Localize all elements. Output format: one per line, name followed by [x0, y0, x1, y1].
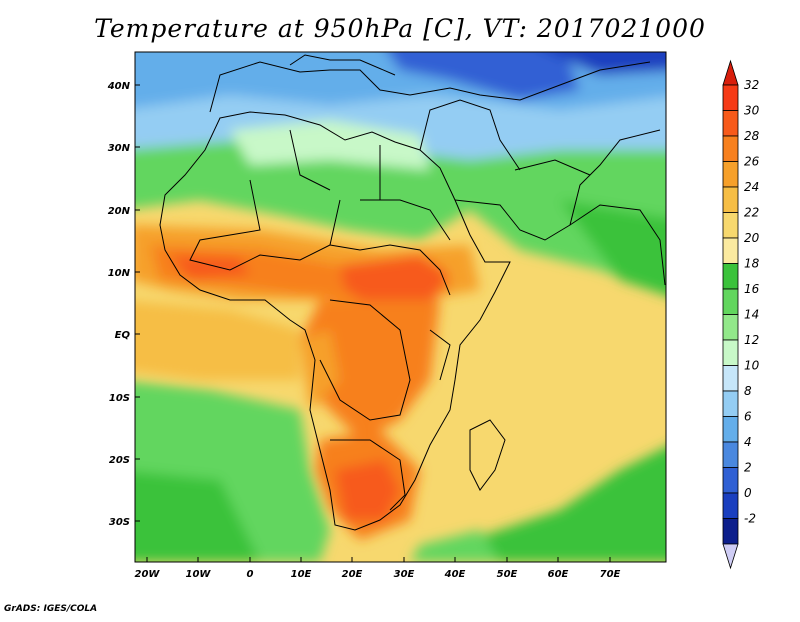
colorbar-swatch [722, 186, 739, 213]
coastlines [159, 54, 666, 531]
colorbar-swatch [722, 263, 739, 290]
colorbar-label: 24 [744, 180, 759, 194]
lon-label: 60E [548, 569, 569, 580]
grads-credit: GrADS: IGES/COLA [4, 604, 98, 614]
colorbar-label: 18 [744, 257, 760, 271]
lon-label: 10W [186, 569, 212, 580]
colorbar-label: 12 [744, 333, 759, 347]
colorbar-swatch [722, 467, 739, 494]
lon-label: 30E [394, 569, 415, 580]
colorbar-swatch [722, 390, 739, 417]
lat-label: 10S [109, 393, 130, 404]
colorbar-swatch [722, 84, 739, 111]
colorbar-bottom-arrow [722, 543, 739, 570]
colorbar-label: 4 [744, 435, 752, 449]
colorbar-swatch [722, 161, 739, 188]
lon-label: 0 [247, 569, 254, 580]
lon-label: 50E [497, 569, 518, 580]
lat-label: 30S [109, 517, 130, 528]
map-title: Temperature at 950hPa [C], VT: 201702100… [94, 14, 706, 43]
colorbar-swatch [722, 212, 739, 239]
colorbar-swatch [722, 110, 739, 137]
colorbar-swatch [722, 314, 739, 341]
colorbar-swatch [722, 441, 739, 468]
colorbar-swatch [722, 288, 739, 315]
lon-label: 70E [600, 569, 621, 580]
lat-label: 20N [108, 206, 131, 217]
map-frame [134, 51, 667, 563]
lon-label: 20E [342, 569, 363, 580]
lon-label: 40E [444, 569, 466, 580]
colorbar-swatch [722, 237, 739, 264]
latitude-axis: 40N 30N 20N 10N EQ 10S 20S 30S [107, 81, 140, 528]
lon-label: 20W [135, 569, 161, 580]
lon-label: 10E [291, 569, 312, 580]
colorbar-label: 8 [744, 384, 752, 398]
colorbar-label: 22 [744, 206, 759, 220]
colorbar-label: 2 [744, 461, 752, 475]
lat-label: 30N [108, 143, 131, 154]
lat-label: 10N [108, 268, 131, 279]
colorbar-swatch [722, 518, 739, 545]
colorbar-label: 14 [744, 308, 759, 322]
colorbar-swatch [722, 492, 739, 519]
colorbar-label: 10 [744, 359, 760, 373]
lat-label: 20S [109, 455, 130, 466]
colorbar-label: 6 [744, 410, 752, 424]
colorbar-label: -2 [744, 512, 756, 526]
colorbar-label: 28 [744, 129, 760, 143]
colorbar-label: 26 [744, 155, 760, 169]
temperature-field [135, 52, 666, 562]
colorbar-label: 20 [744, 231, 760, 245]
lat-label: 40N [107, 81, 131, 92]
colorbar-label: 16 [744, 282, 760, 296]
colorbar-swatch [722, 135, 739, 162]
colorbar-top-arrow [722, 59, 739, 86]
colorbar-label: 30 [744, 104, 760, 118]
colorbar-swatch [722, 365, 739, 392]
colorbar-label: 32 [744, 78, 759, 92]
colorbar-swatch [722, 339, 739, 366]
longitude-axis: 20W 10W 0 10E 20E 30E 40E 50E 60E 70E [135, 557, 621, 580]
colorbar-label: 0 [744, 486, 752, 500]
lat-label: EQ [115, 330, 131, 341]
colorbar-swatch [722, 416, 739, 443]
